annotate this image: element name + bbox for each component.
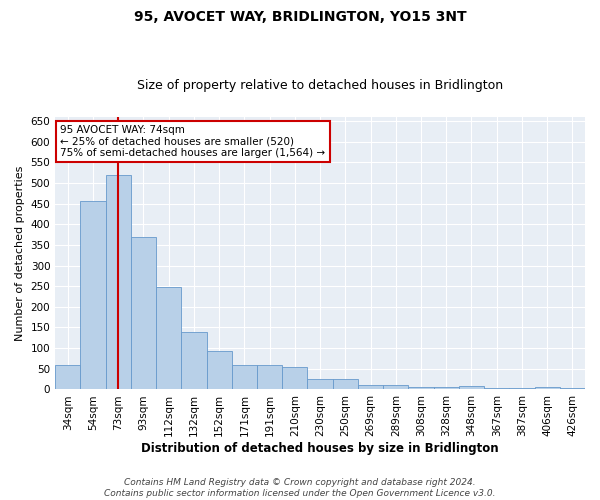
Bar bbox=[232, 364, 257, 390]
Bar bbox=[484, 388, 509, 390]
Bar bbox=[55, 364, 80, 390]
Bar bbox=[383, 384, 409, 390]
Bar bbox=[560, 388, 585, 390]
Bar bbox=[409, 388, 434, 390]
Text: 95 AVOCET WAY: 74sqm
← 25% of detached houses are smaller (520)
75% of semi-deta: 95 AVOCET WAY: 74sqm ← 25% of detached h… bbox=[61, 125, 326, 158]
Title: Size of property relative to detached houses in Bridlington: Size of property relative to detached ho… bbox=[137, 79, 503, 92]
Y-axis label: Number of detached properties: Number of detached properties bbox=[15, 166, 25, 341]
Text: 95, AVOCET WAY, BRIDLINGTON, YO15 3NT: 95, AVOCET WAY, BRIDLINGTON, YO15 3NT bbox=[134, 10, 466, 24]
Bar bbox=[332, 379, 358, 390]
Text: Contains HM Land Registry data © Crown copyright and database right 2024.
Contai: Contains HM Land Registry data © Crown c… bbox=[104, 478, 496, 498]
Bar bbox=[509, 388, 535, 390]
X-axis label: Distribution of detached houses by size in Bridlington: Distribution of detached houses by size … bbox=[141, 442, 499, 455]
Bar bbox=[434, 388, 459, 390]
Bar bbox=[156, 287, 181, 390]
Bar bbox=[80, 200, 106, 390]
Bar bbox=[206, 351, 232, 390]
Bar bbox=[358, 386, 383, 390]
Bar bbox=[459, 386, 484, 390]
Bar bbox=[131, 236, 156, 390]
Bar bbox=[307, 379, 332, 390]
Bar bbox=[106, 174, 131, 390]
Bar bbox=[181, 332, 206, 390]
Bar bbox=[257, 366, 282, 390]
Bar bbox=[535, 388, 560, 390]
Bar bbox=[282, 366, 307, 390]
